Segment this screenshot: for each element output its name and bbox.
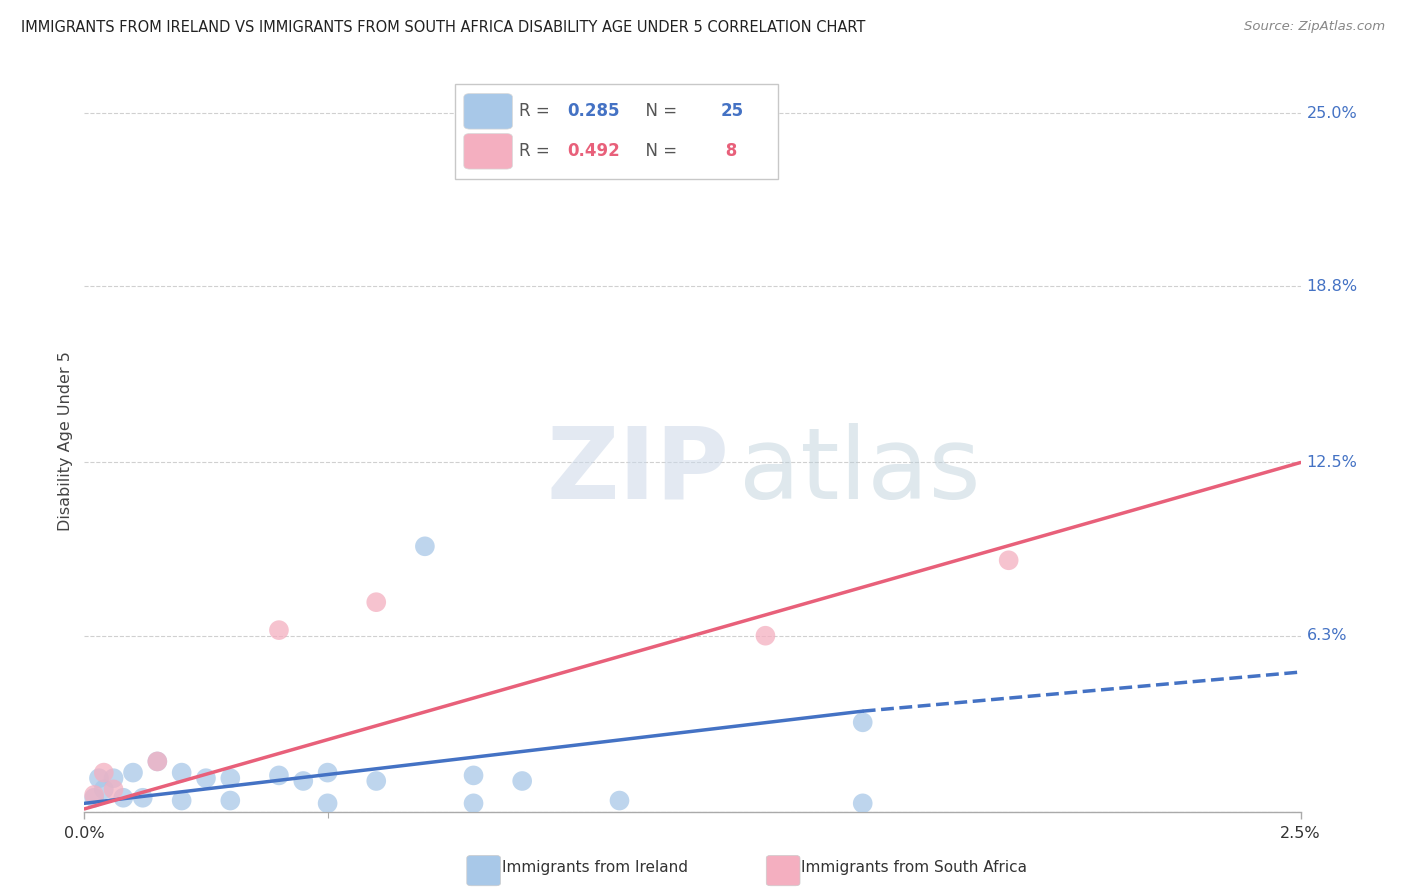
Point (463, 768, 485, 782)
Text: 8: 8 (720, 143, 738, 161)
FancyBboxPatch shape (456, 84, 778, 178)
Point (112, 790, 135, 805)
Point (292, 774, 315, 789)
Point (852, 797, 875, 811)
Text: R =: R = (519, 103, 554, 120)
Text: Immigrants from South Africa: Immigrants from South Africa (801, 860, 1028, 874)
Text: 12.5%: 12.5% (1306, 455, 1358, 470)
Point (219, 793, 242, 807)
Point (997, 553, 1019, 567)
Point (170, 765, 193, 780)
Point (267, 623, 290, 637)
Point (366, 595, 388, 609)
Point (93, 782, 115, 797)
Text: 0.492: 0.492 (567, 143, 620, 161)
Point (146, 755, 169, 769)
Point (83, 790, 105, 805)
Point (754, 629, 776, 643)
Text: 25.0%: 25.0% (1306, 106, 1357, 120)
FancyBboxPatch shape (464, 94, 512, 129)
Point (93, 765, 115, 780)
Point (316, 765, 339, 780)
Point (609, 793, 631, 807)
Text: atlas: atlas (738, 423, 980, 520)
Point (413, 539, 436, 553)
Text: R =: R = (519, 143, 554, 161)
Point (132, 790, 155, 805)
Point (194, 771, 218, 785)
Y-axis label: Disability Age Under 5: Disability Age Under 5 (58, 351, 73, 532)
Point (316, 797, 339, 811)
Text: ZIP: ZIP (547, 423, 730, 520)
Point (170, 793, 193, 807)
Text: 25: 25 (720, 103, 744, 120)
Text: IMMIGRANTS FROM IRELAND VS IMMIGRANTS FROM SOUTH AFRICA DISABILITY AGE UNDER 5 C: IMMIGRANTS FROM IRELAND VS IMMIGRANTS FR… (21, 20, 866, 35)
Text: Source: ZipAtlas.com: Source: ZipAtlas.com (1244, 20, 1385, 33)
Point (87, 771, 110, 785)
Point (146, 755, 169, 769)
Point (83, 788, 105, 802)
Point (852, 715, 875, 730)
Text: 6.3%: 6.3% (1306, 628, 1347, 643)
Text: N =: N = (636, 143, 683, 161)
FancyBboxPatch shape (464, 134, 512, 169)
Point (219, 771, 242, 785)
Text: 18.8%: 18.8% (1306, 279, 1358, 294)
Point (103, 771, 125, 785)
Text: Immigrants from Ireland: Immigrants from Ireland (502, 860, 688, 874)
Point (463, 797, 485, 811)
Point (366, 774, 388, 789)
Point (510, 774, 533, 789)
Point (267, 768, 290, 782)
Point (122, 765, 145, 780)
Point (103, 782, 125, 797)
Text: N =: N = (636, 103, 683, 120)
Text: 0.285: 0.285 (567, 103, 620, 120)
